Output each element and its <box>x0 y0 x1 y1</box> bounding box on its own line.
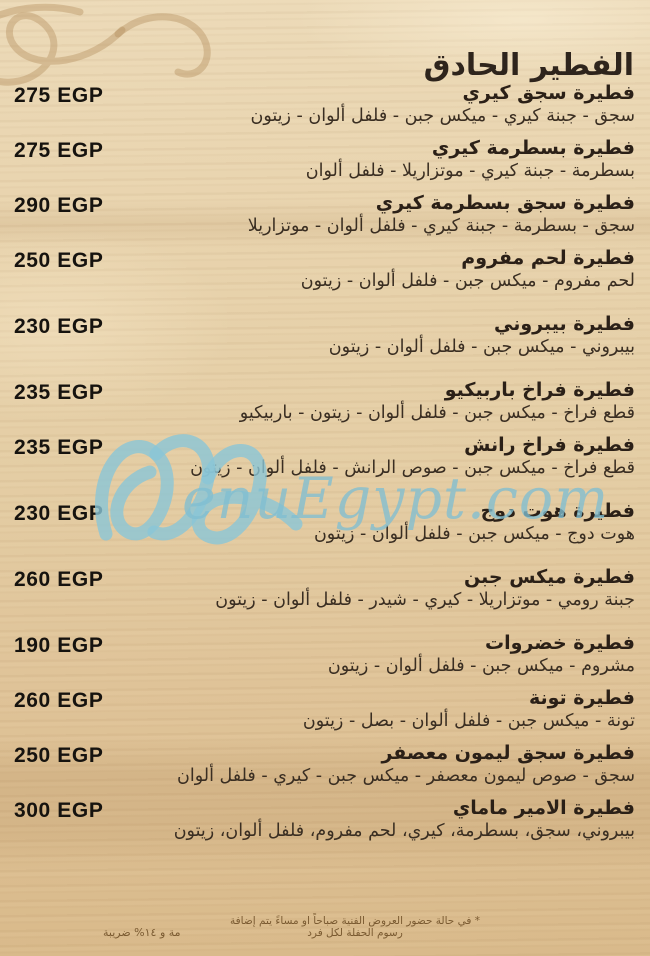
menu-item-description: سجق - جبنة كيري - ميكس جبن - فلفل ألوان … <box>250 106 636 126</box>
menu-item-name: فطيرة بيبروني <box>494 313 635 335</box>
menu-item-name: فطيرة فراخ باربيكيو <box>444 379 635 401</box>
menu-item-price: 275 EGP <box>14 139 104 162</box>
corner-ornament <box>0 3 211 86</box>
menu-item: 250 EGP فطيرة سجق ليمون معصفر سجق - صوص … <box>14 742 635 787</box>
menu-item-text: فطيرة ميكس جبن جبنة رومي - موتزاريلا - ك… <box>215 566 635 611</box>
menu-item: 260 EGP فطيرة ميكس جبن جبنة رومي - موتزا… <box>14 566 635 611</box>
menu-item-text: فطيرة تونة تونة - ميكس جبن - فلفل ألوان … <box>303 687 635 732</box>
menu-item-description: سجق - صوص ليمون معصفر - ميكس جبن - كيري … <box>177 766 635 786</box>
menu-item-text: فطيرة خضروات مشروم - ميكس جبن - فلفل ألو… <box>328 632 635 677</box>
page-title: الفطير الحادق <box>423 48 634 84</box>
menu-item-text: فطيرة سجق بسطرمة كيري سجق - بسطرمة - جبن… <box>248 192 635 237</box>
menu-item-name: فطيرة بسطرمة كيري <box>431 137 635 159</box>
menu-item-text: فطيرة سجق كيري سجق - جبنة كيري - ميكس جب… <box>251 82 636 127</box>
menu-item-description: جبنة رومي - موتزاريلا - كيري - شيدر - فل… <box>215 590 635 610</box>
menu-item: 275 EGP فطيرة سجق كيري سجق - جبنة كيري -… <box>14 82 635 127</box>
menu-item: 290 EGP فطيرة سجق بسطرمة كيري سجق - بسطر… <box>14 192 635 237</box>
menu-item-description: تونة - ميكس جبن - فلفل ألوان - بصل - زيت… <box>302 711 635 731</box>
menu-item-name: فطيرة هوت دوج <box>480 500 635 522</box>
menu-item-name: فطيرة الامير ماماي <box>452 797 635 819</box>
menu-item-name: فطيرة ميكس جبن <box>464 566 635 588</box>
menu-item: 275 EGP فطيرة بسطرمة كيري بسطرمة - جبنة … <box>14 137 635 182</box>
menu-item: 230 EGP فطيرة هوت دوج هوت دوج - ميكس جبن… <box>14 500 635 545</box>
menu-item-description: قطع فراخ - ميكس جبن - صوص الرانش - فلفل … <box>190 458 635 478</box>
menu-item-name: فطيرة خضروات <box>484 632 635 654</box>
menu-item-price: 260 EGP <box>14 568 104 591</box>
menu-item-name: فطيرة سجق بسطرمة كيري <box>375 192 635 214</box>
menu-item: 235 EGP فطيرة فراخ رانش قطع فراخ - ميكس … <box>14 434 635 479</box>
menu-item-text: فطيرة الامير ماماي بيبروني، سجق، بسطرمة،… <box>174 797 635 842</box>
menu-item-price: 260 EGP <box>14 689 104 712</box>
menu-item-price: 230 EGP <box>14 315 104 338</box>
menu-item-price: 275 EGP <box>14 84 104 107</box>
menu-item-description: بسطرمة - جبنة كيري - موتزاريلا - فلفل أل… <box>305 161 635 181</box>
menu-item-price: 250 EGP <box>14 249 104 272</box>
menu-item: 250 EGP فطيرة لحم مفروم لحم مفروم - ميكس… <box>14 247 635 292</box>
menu-item-name: فطيرة فراخ رانش <box>464 434 635 456</box>
menu-item-text: فطيرة هوت دوج هوت دوج - ميكس جبن - فلفل … <box>314 500 635 545</box>
menu-item-text: فطيرة فراخ باربيكيو قطع فراخ - ميكس جبن … <box>240 379 635 424</box>
menu-item-price: 230 EGP <box>14 502 104 525</box>
menu-item-name: فطيرة لحم مفروم <box>461 247 635 269</box>
menu-item-name: فطيرة سجق كيري <box>462 82 635 104</box>
menu-item-description: قطع فراخ - ميكس جبن - فلفل ألوان - زيتون… <box>239 403 635 423</box>
menu-item: 235 EGP فطيرة فراخ باربيكيو قطع فراخ - م… <box>14 379 635 424</box>
menu-item: 300 EGP فطيرة الامير ماماي بيبروني، سجق،… <box>14 797 635 842</box>
menu-item: 190 EGP فطيرة خضروات مشروم - ميكس جبن - … <box>14 632 635 677</box>
menu-item-price: 250 EGP <box>14 744 104 767</box>
footer-tax-note: مة و ١٤% ضريبة <box>103 926 181 939</box>
menu-item-price: 235 EGP <box>14 381 104 404</box>
menu-item-price: 235 EGP <box>14 436 104 459</box>
menu-item-text: فطيرة بسطرمة كيري بسطرمة - جبنة كيري - م… <box>306 137 635 182</box>
menu-item-name: فطيرة تونة <box>528 687 635 709</box>
menu-item-description: سجق - بسطرمة - جبنة كيري - فلفل ألوان - … <box>247 216 635 236</box>
menu-item-text: فطيرة سجق ليمون معصفر سجق - صوص ليمون مع… <box>177 742 635 787</box>
menu-item-text: فطيرة لحم مفروم لحم مفروم - ميكس جبن - ف… <box>301 247 635 292</box>
menu-item-description: مشروم - ميكس جبن - فلفل ألوان - زيتون <box>327 656 635 676</box>
menu-item-description: لحم مفروم - ميكس جبن - فلفل ألوان - زيتو… <box>300 271 635 291</box>
menu-item-description: بيبروني، سجق، بسطرمة، كيري، لحم مفروم، ف… <box>173 821 635 841</box>
menu-item: 230 EGP فطيرة بيبروني بيبروني - ميكس جبن… <box>14 313 635 358</box>
menu-item-name: فطيرة سجق ليمون معصفر <box>381 742 635 764</box>
menu-item-price: 290 EGP <box>14 194 104 217</box>
menu-item-price: 300 EGP <box>14 799 104 822</box>
menu-item-description: هوت دوج - ميكس جبن - فلفل ألوان - زيتون <box>313 524 635 544</box>
menu-item-price: 190 EGP <box>14 634 104 657</box>
menu-item: 260 EGP فطيرة تونة تونة - ميكس جبن - فلف… <box>14 687 635 732</box>
menu-list: 275 EGP فطيرة سجق كيري سجق - جبنة كيري -… <box>14 82 635 852</box>
menu-item-description: بيبروني - ميكس جبن - فلفل ألوان - زيتون <box>328 337 635 357</box>
menu-item-text: فطيرة فراخ رانش قطع فراخ - ميكس جبن - صو… <box>190 434 635 479</box>
menu-item-text: فطيرة بيبروني بيبروني - ميكس جبن - فلفل … <box>329 313 635 358</box>
footer-note: * في حالة حضور العروض الفنية صباحاً او م… <box>230 915 480 939</box>
